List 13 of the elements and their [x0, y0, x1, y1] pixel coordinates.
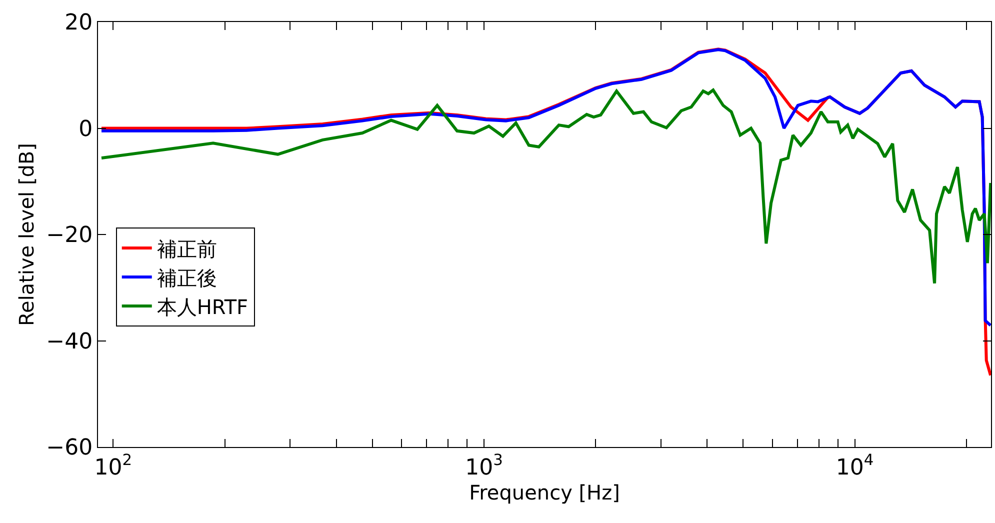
- x-tick-label: 10$^{2}$: [94, 451, 132, 480]
- legend-label: 補正後: [156, 266, 217, 290]
- x-tick-label: 10$^{3}$: [465, 451, 503, 480]
- legend-label: 本人HRTF: [156, 294, 248, 319]
- y-tick-label: −40: [46, 329, 93, 354]
- y-tick-label: −60: [46, 436, 93, 461]
- x-axis-title: Frequency [Hz]: [469, 480, 620, 504]
- y-axis-title: Relative level [dB]: [14, 143, 39, 326]
- legend-label: 補正前: [156, 236, 217, 261]
- x-tick-label: 10$^{4}$: [836, 451, 874, 480]
- y-tick-label: −20: [46, 223, 93, 248]
- y-tick-label: 20: [64, 10, 93, 36]
- y-tick-label: 0: [78, 116, 93, 142]
